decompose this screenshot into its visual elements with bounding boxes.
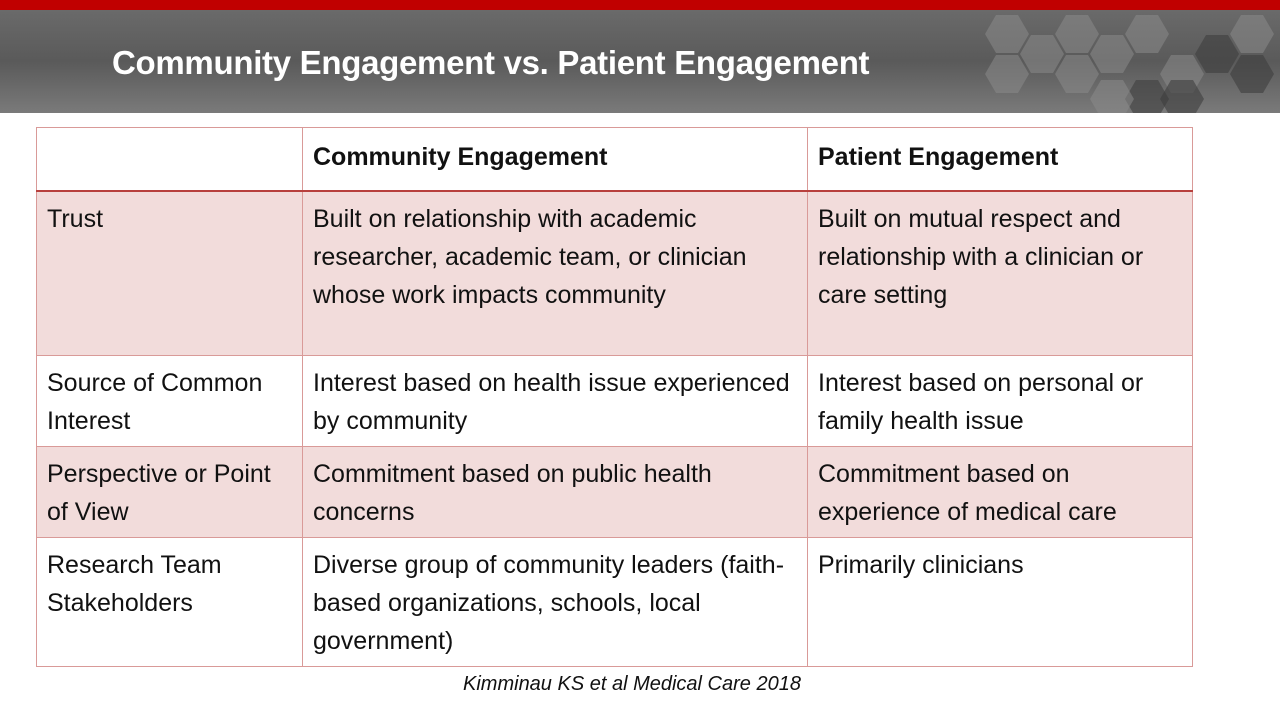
table-cell: Commitment based on public health concer… (302, 445, 808, 538)
table-header-row: Community Engagement Patient Engagement (36, 127, 1193, 192)
table-row: Research Team Stakeholders Diverse group… (36, 536, 1193, 667)
slide-header: Community Engagement vs. Patient Engagem… (0, 10, 1280, 113)
table-cell: Built on relationship with academic rese… (302, 190, 808, 356)
header-cell: Community Engagement (302, 127, 808, 192)
slide-title: Community Engagement vs. Patient Engagem… (112, 44, 870, 81)
table-row: Trust Built on relationship with academi… (36, 190, 1193, 356)
header-cell (36, 127, 303, 192)
row-label: Perspective or Point of View (36, 445, 303, 538)
table-cell: Commitment based on experience of medica… (807, 445, 1193, 538)
header-cell: Patient Engagement (807, 127, 1193, 192)
top-accent-bar (0, 0, 1280, 10)
row-label: Research Team Stakeholders (36, 536, 303, 667)
table-cell: Interest based on personal or family hea… (807, 354, 1193, 447)
citation: Kimminau KS et al Medical Care 2018 (463, 673, 801, 695)
table-row: Source of Common Interest Interest based… (36, 354, 1193, 447)
table-cell: Diverse group of community leaders (fait… (302, 536, 808, 667)
table-row: Perspective or Point of View Commitment … (36, 445, 1193, 538)
row-label: Source of Common Interest (36, 354, 303, 447)
table-cell: Built on mutual respect and relationship… (807, 190, 1193, 356)
comparison-table: Community Engagement Patient Engagement … (36, 127, 1193, 667)
table-cell: Primarily clinicians (807, 536, 1193, 667)
row-label: Trust (36, 190, 303, 356)
table-cell: Interest based on health issue experienc… (302, 354, 808, 447)
